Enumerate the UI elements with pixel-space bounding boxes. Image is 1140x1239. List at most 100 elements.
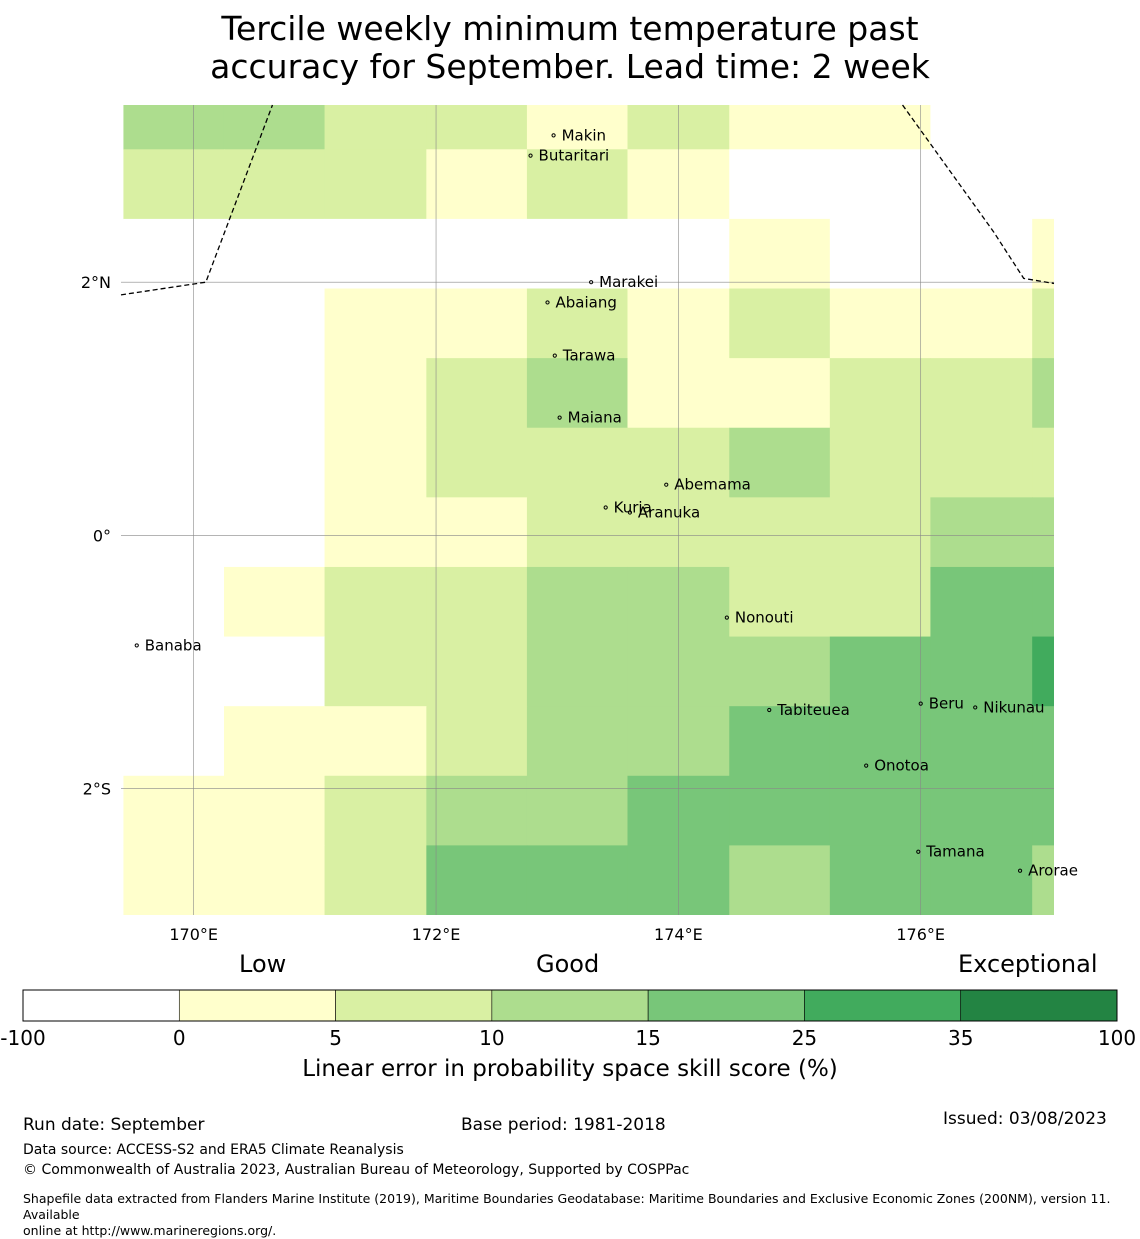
skill-cell xyxy=(223,218,326,290)
island-label: Onotoa xyxy=(874,757,929,775)
island-label: Banaba xyxy=(145,636,202,654)
island-outline xyxy=(545,300,550,305)
skill-cell xyxy=(324,706,427,777)
skill-cell xyxy=(1032,218,1054,290)
lat-tick-label: 0° xyxy=(93,526,111,545)
skill-cell xyxy=(930,566,1033,638)
skill-cell xyxy=(729,105,831,150)
map-gridlines xyxy=(121,105,1054,915)
island-outline xyxy=(528,153,533,158)
skill-cell xyxy=(930,218,1033,290)
skill-cell xyxy=(1032,105,1054,150)
island-label: Tarawa xyxy=(562,347,616,365)
colorbar-segment xyxy=(335,989,493,1022)
colorbar-segment xyxy=(960,989,1118,1022)
skill-cell xyxy=(526,218,628,290)
skill-cell xyxy=(729,358,831,429)
island-outline xyxy=(551,133,556,138)
skill-cell xyxy=(930,149,1033,220)
island-outline xyxy=(603,505,608,510)
colorbar-axis-label: Linear error in probability space skill … xyxy=(302,1056,838,1082)
skill-cell xyxy=(1032,636,1054,707)
skill-cell xyxy=(324,288,427,359)
colorbar: -100 0 5 10 15 25 35 100 xyxy=(0,989,1136,1050)
skill-cell xyxy=(223,845,326,915)
skill-cell xyxy=(930,706,1033,777)
island-label: Arorae xyxy=(1028,862,1078,880)
skill-cell xyxy=(829,636,931,707)
skill-cell xyxy=(829,845,931,915)
eez-boundary-line xyxy=(902,104,1055,285)
skill-cell xyxy=(123,149,225,220)
skill-cell xyxy=(324,636,427,707)
skill-cell xyxy=(1032,845,1054,915)
colorbar-tick-label: 100 xyxy=(1098,1026,1136,1050)
island-label: Makin xyxy=(562,126,607,144)
skill-cell xyxy=(729,775,831,846)
lon-tick-label: 174°E xyxy=(654,925,703,944)
skill-cell xyxy=(930,845,1033,915)
skill-cell xyxy=(426,427,528,498)
skill-cell xyxy=(526,288,628,359)
skill-cell xyxy=(123,288,225,359)
skill-cell xyxy=(829,775,931,846)
skill-cell xyxy=(930,915,1032,941)
skill-cell xyxy=(223,149,326,220)
skill-cell xyxy=(426,149,528,220)
skill-cell xyxy=(526,845,628,915)
skill-cell xyxy=(829,149,931,220)
skill-cell xyxy=(930,497,1033,568)
skill-cell xyxy=(729,915,830,941)
island-markers: Makin Butaritari Marakei Abaiang Tarawa Maian… xyxy=(134,126,1078,880)
skill-cell xyxy=(526,105,628,150)
skill-cell xyxy=(526,149,628,220)
skill-cell xyxy=(426,775,528,846)
skill-cell xyxy=(526,775,628,846)
skill-cell xyxy=(324,497,427,568)
base-period: Base period: 1981-2018 xyxy=(461,1115,666,1135)
skill-cell xyxy=(729,636,831,707)
map-axis-labels: 170°E 172°E 174°E 176°E 2°N 0° 2°S xyxy=(81,273,945,944)
island-outline xyxy=(552,353,557,358)
skill-cell xyxy=(223,427,326,498)
skill-cell xyxy=(426,218,528,290)
title-line-2: accuracy for September. Lead time: 2 wee… xyxy=(210,47,930,86)
colorbar-segment xyxy=(491,989,649,1022)
run-date: Run date: September xyxy=(23,1115,205,1135)
skill-cell xyxy=(223,775,326,846)
skill-cell xyxy=(426,636,528,707)
skill-cell xyxy=(1032,358,1054,429)
skill-cell xyxy=(729,149,831,220)
issued-date: Issued: 03/08/2023 xyxy=(943,1109,1107,1129)
skill-cell xyxy=(1032,566,1054,638)
skill-cell xyxy=(324,845,427,915)
island-label: Marakei xyxy=(599,273,658,291)
skill-cell xyxy=(123,427,225,498)
colorbar-segment xyxy=(804,989,962,1022)
island-label: Tamana xyxy=(925,843,984,861)
skill-cell xyxy=(1032,915,1054,941)
skill-grid-cells xyxy=(123,105,1054,941)
skill-cell xyxy=(526,706,628,777)
skill-cell xyxy=(123,845,225,915)
skill-cell xyxy=(123,105,225,150)
skill-cell xyxy=(526,636,628,707)
colorbar-tick-label: -100 xyxy=(0,1026,45,1050)
skill-cell xyxy=(123,358,225,429)
skill-cell xyxy=(729,566,831,638)
skill-cell xyxy=(1032,775,1054,846)
skill-cell xyxy=(1032,288,1054,359)
island-label: Aranuka xyxy=(638,504,700,522)
title-line-1: Tercile weekly minimum temperature past xyxy=(221,9,919,48)
chart-title: Tercile weekly minimum temperature past … xyxy=(0,10,1140,86)
skill-cell xyxy=(223,497,326,568)
data-source: Data source: ACCESS-S2 and ERA5 Climate … xyxy=(23,1142,404,1158)
maritime-boundaries xyxy=(120,104,1055,296)
island-label: Beru xyxy=(929,695,964,713)
colorbar-good-label: Good xyxy=(536,950,600,978)
skill-cell xyxy=(426,706,528,777)
skill-cell xyxy=(729,497,831,568)
colorbar-tick-label: 15 xyxy=(635,1026,660,1050)
lon-tick-label: 172°E xyxy=(412,925,461,944)
skill-cell xyxy=(526,427,628,498)
